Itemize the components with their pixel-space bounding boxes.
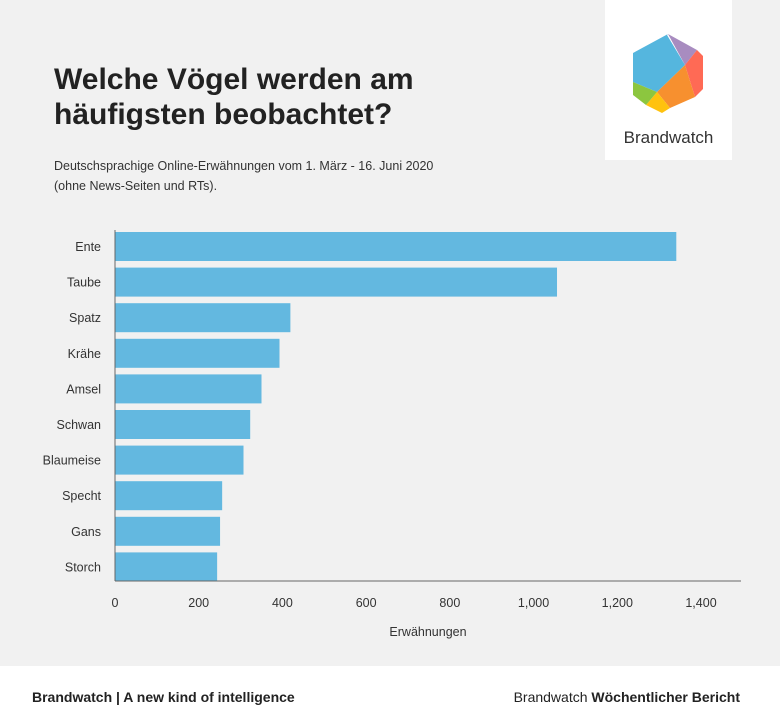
category-label: Krähe xyxy=(68,347,101,361)
subtitle-line-1: Deutschsprachige Online-Erwähnungen vom … xyxy=(54,159,434,173)
bar-taube xyxy=(115,267,558,297)
chart-title: Welche Vögel werden am häufigsten beobac… xyxy=(54,63,414,131)
x-tick-label: 1,400 xyxy=(685,596,716,610)
bar-gans xyxy=(115,516,221,546)
category-label: Taube xyxy=(67,276,101,290)
logo-text: Brandwatch xyxy=(623,128,714,147)
footer-tagline: Brandwatch | A new kind of intelligence xyxy=(32,689,295,705)
x-axis-title: Erwähnungen xyxy=(389,625,466,639)
bar-schwan xyxy=(115,410,251,439)
subtitle-line-2: (ohne News-Seiten und RTs). xyxy=(54,179,218,193)
bar-spatz xyxy=(115,303,291,333)
category-label: Spatz xyxy=(69,311,101,325)
category-label: Specht xyxy=(62,489,101,503)
footer-report-name: Brandwatch Wöchentlicher Bericht xyxy=(514,689,740,705)
hexagon-logo-icon xyxy=(633,34,703,113)
category-label: Schwan xyxy=(57,418,102,432)
bar-ente xyxy=(115,232,677,261)
bar-specht xyxy=(115,481,223,511)
footer-brand: Brandwatch xyxy=(513,689,588,705)
x-tick-label: 1,200 xyxy=(602,596,633,610)
category-label: Amsel xyxy=(66,382,101,396)
x-tick-label: 600 xyxy=(356,596,377,610)
bar-amsel xyxy=(115,374,262,404)
x-tick-label: 1,000 xyxy=(518,596,549,610)
bar-blaumeise xyxy=(115,445,244,475)
bar-krähe xyxy=(115,338,280,368)
chart-subtitle: Deutschsprachige Online-Erwähnungen vom … xyxy=(54,156,433,196)
footer: Brandwatch | A new kind of intelligence … xyxy=(0,666,780,728)
footer-report-title: Wöchentlicher Bericht xyxy=(591,689,740,705)
bar-storch xyxy=(115,552,218,582)
bar-chart: Ente Taube Spatz Krähe Amsel Schwan Blaumeise S… xyxy=(43,230,741,639)
x-tick-label: 400 xyxy=(272,596,293,610)
x-tick-label: 800 xyxy=(439,596,460,610)
category-label: Gans xyxy=(71,525,101,539)
category-label: Storch xyxy=(65,560,101,574)
x-tick-label: 0 xyxy=(112,596,119,610)
x-tick-label: 200 xyxy=(188,596,209,610)
category-label: Blaumeise xyxy=(43,454,101,468)
category-label: Ente xyxy=(75,240,101,254)
brandwatch-logo: Brandwatch xyxy=(605,0,732,160)
